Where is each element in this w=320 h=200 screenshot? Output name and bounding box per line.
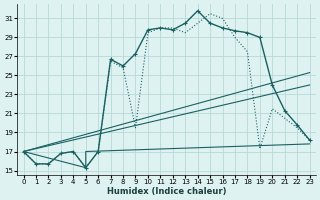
X-axis label: Humidex (Indice chaleur): Humidex (Indice chaleur) — [107, 187, 226, 196]
